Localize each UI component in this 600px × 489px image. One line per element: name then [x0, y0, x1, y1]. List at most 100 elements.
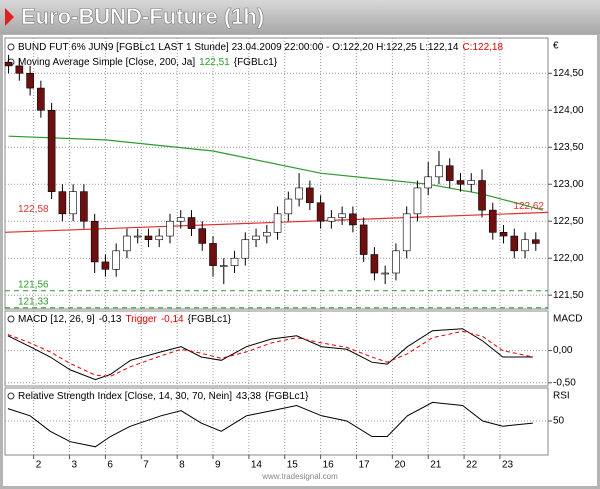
legend-entry: Relative Strength Index [Close, 14, 30, …	[18, 391, 232, 402]
level-label: 121,33	[18, 296, 49, 307]
candle-body	[252, 235, 260, 241]
candle-body	[467, 180, 476, 185]
candle-body	[338, 213, 346, 218]
title-bar	[0, 0, 600, 34]
line	[7, 330, 534, 377]
x-tick-label: 16	[323, 460, 335, 471]
candle-body	[15, 65, 24, 74]
candle-body	[4, 61, 13, 67]
candle-body	[230, 257, 239, 266]
legend-entry: MACD [12, 26, 9]	[18, 314, 95, 325]
legend: Relative Strength Index [Close, 14, 30, …	[18, 391, 309, 402]
annotation: 122,62	[513, 201, 544, 212]
x-tick-label: 15	[287, 460, 299, 471]
candle-body	[69, 191, 77, 215]
legend-source: {FGBLc1}	[234, 57, 278, 68]
candle-body	[112, 250, 120, 270]
candle-body	[90, 220, 99, 263]
footer-logo: www.tradesignal.com	[261, 472, 338, 481]
candle-body	[445, 165, 454, 181]
y-tick-label: 123,50	[553, 142, 584, 153]
panel-frame	[4, 310, 549, 387]
line	[7, 328, 533, 381]
candle-body	[263, 232, 271, 237]
candle-body	[435, 165, 443, 178]
candle-body	[402, 213, 411, 252]
candle-body	[532, 239, 540, 244]
candle-body	[478, 180, 486, 211]
x-tick-label: 20	[394, 460, 406, 471]
candle-body	[381, 272, 389, 275]
title-marker	[5, 8, 14, 26]
close-label: C:122,18	[462, 42, 503, 53]
x-tick-label: 6	[107, 460, 113, 471]
candle-body	[219, 265, 228, 267]
header-text: BUND FUT 6% JUN9 [FGBLc1 LAST 1 Stunde] …	[18, 42, 459, 53]
legend-value: -0,13	[99, 314, 122, 325]
candle-body	[424, 176, 433, 189]
candle-body	[370, 254, 379, 274]
x-tick-label: 8	[179, 460, 185, 471]
legend-value: -0,14	[161, 314, 184, 325]
legend-source: {FGBLc1}	[265, 391, 309, 402]
x-tick-label: 14	[251, 460, 263, 471]
legend-source: {FGBLc1}	[188, 314, 232, 325]
candle-body	[80, 191, 88, 222]
x-tick-label: 22	[466, 460, 478, 471]
x-tick-label: 9	[215, 460, 221, 471]
candle-body	[101, 261, 110, 270]
candle-body	[359, 224, 368, 255]
line	[7, 401, 533, 448]
candle-body	[47, 109, 56, 192]
panel-header: BUND FUT 6% JUN9 [FGBLc1 LAST 1 Stunde] …	[18, 42, 503, 53]
y-tick-label: 124,00	[553, 105, 584, 116]
legend: MACD [12, 26, 9] -0,13 Trigger -0,14 {FGBLc1…	[18, 314, 232, 325]
legend-value: 43,38	[236, 391, 261, 402]
candle-body	[198, 228, 207, 244]
level-label: 121,56	[18, 279, 49, 290]
y-tick-label: 0,00	[553, 345, 573, 356]
candle-body	[58, 191, 67, 215]
x-tick-label: 17	[358, 460, 370, 471]
candle-body	[295, 187, 303, 200]
legend-entry: Trigger	[126, 314, 158, 325]
y-tick-label: 124,50	[553, 68, 584, 79]
candle-body	[521, 239, 529, 252]
candle-body	[499, 232, 508, 237]
candle-body	[306, 187, 314, 204]
candle-body	[273, 213, 282, 233]
candle-body	[327, 217, 336, 222]
panel-frame	[4, 37, 549, 310]
candle-body	[144, 235, 153, 241]
axis-title: MACD	[553, 314, 582, 325]
y-tick-label: 122,00	[553, 253, 584, 264]
candle-body	[349, 213, 357, 226]
candle-body	[241, 239, 250, 259]
axis-title: €	[553, 41, 559, 52]
candle-body	[510, 235, 519, 252]
candle-body	[26, 72, 34, 89]
x-tick-label: 23	[502, 460, 514, 471]
candle-body	[155, 235, 164, 241]
annotation: 122,58	[18, 204, 49, 215]
y-tick-label: 50	[553, 416, 565, 427]
candle-body	[37, 87, 45, 111]
candle-body	[488, 209, 497, 233]
candle-body	[284, 198, 293, 215]
x-tick-label: 3	[72, 460, 78, 471]
header-icon	[7, 43, 15, 51]
candle-body	[123, 235, 131, 252]
legend-entry: Moving Average Simple [Close, 200, Ja]	[18, 57, 195, 68]
chart-title: Euro-BUND-Future (1h)	[21, 4, 264, 29]
candle-body	[166, 220, 174, 237]
candle-body	[456, 180, 465, 185]
candle-body	[392, 250, 400, 274]
y-tick-label: 123,00	[553, 179, 584, 190]
legend-value: 122,51	[199, 57, 230, 68]
candle-body	[316, 202, 325, 222]
axis-title: RSI	[553, 391, 570, 402]
header-icon	[7, 315, 15, 323]
candle-body	[413, 187, 422, 215]
